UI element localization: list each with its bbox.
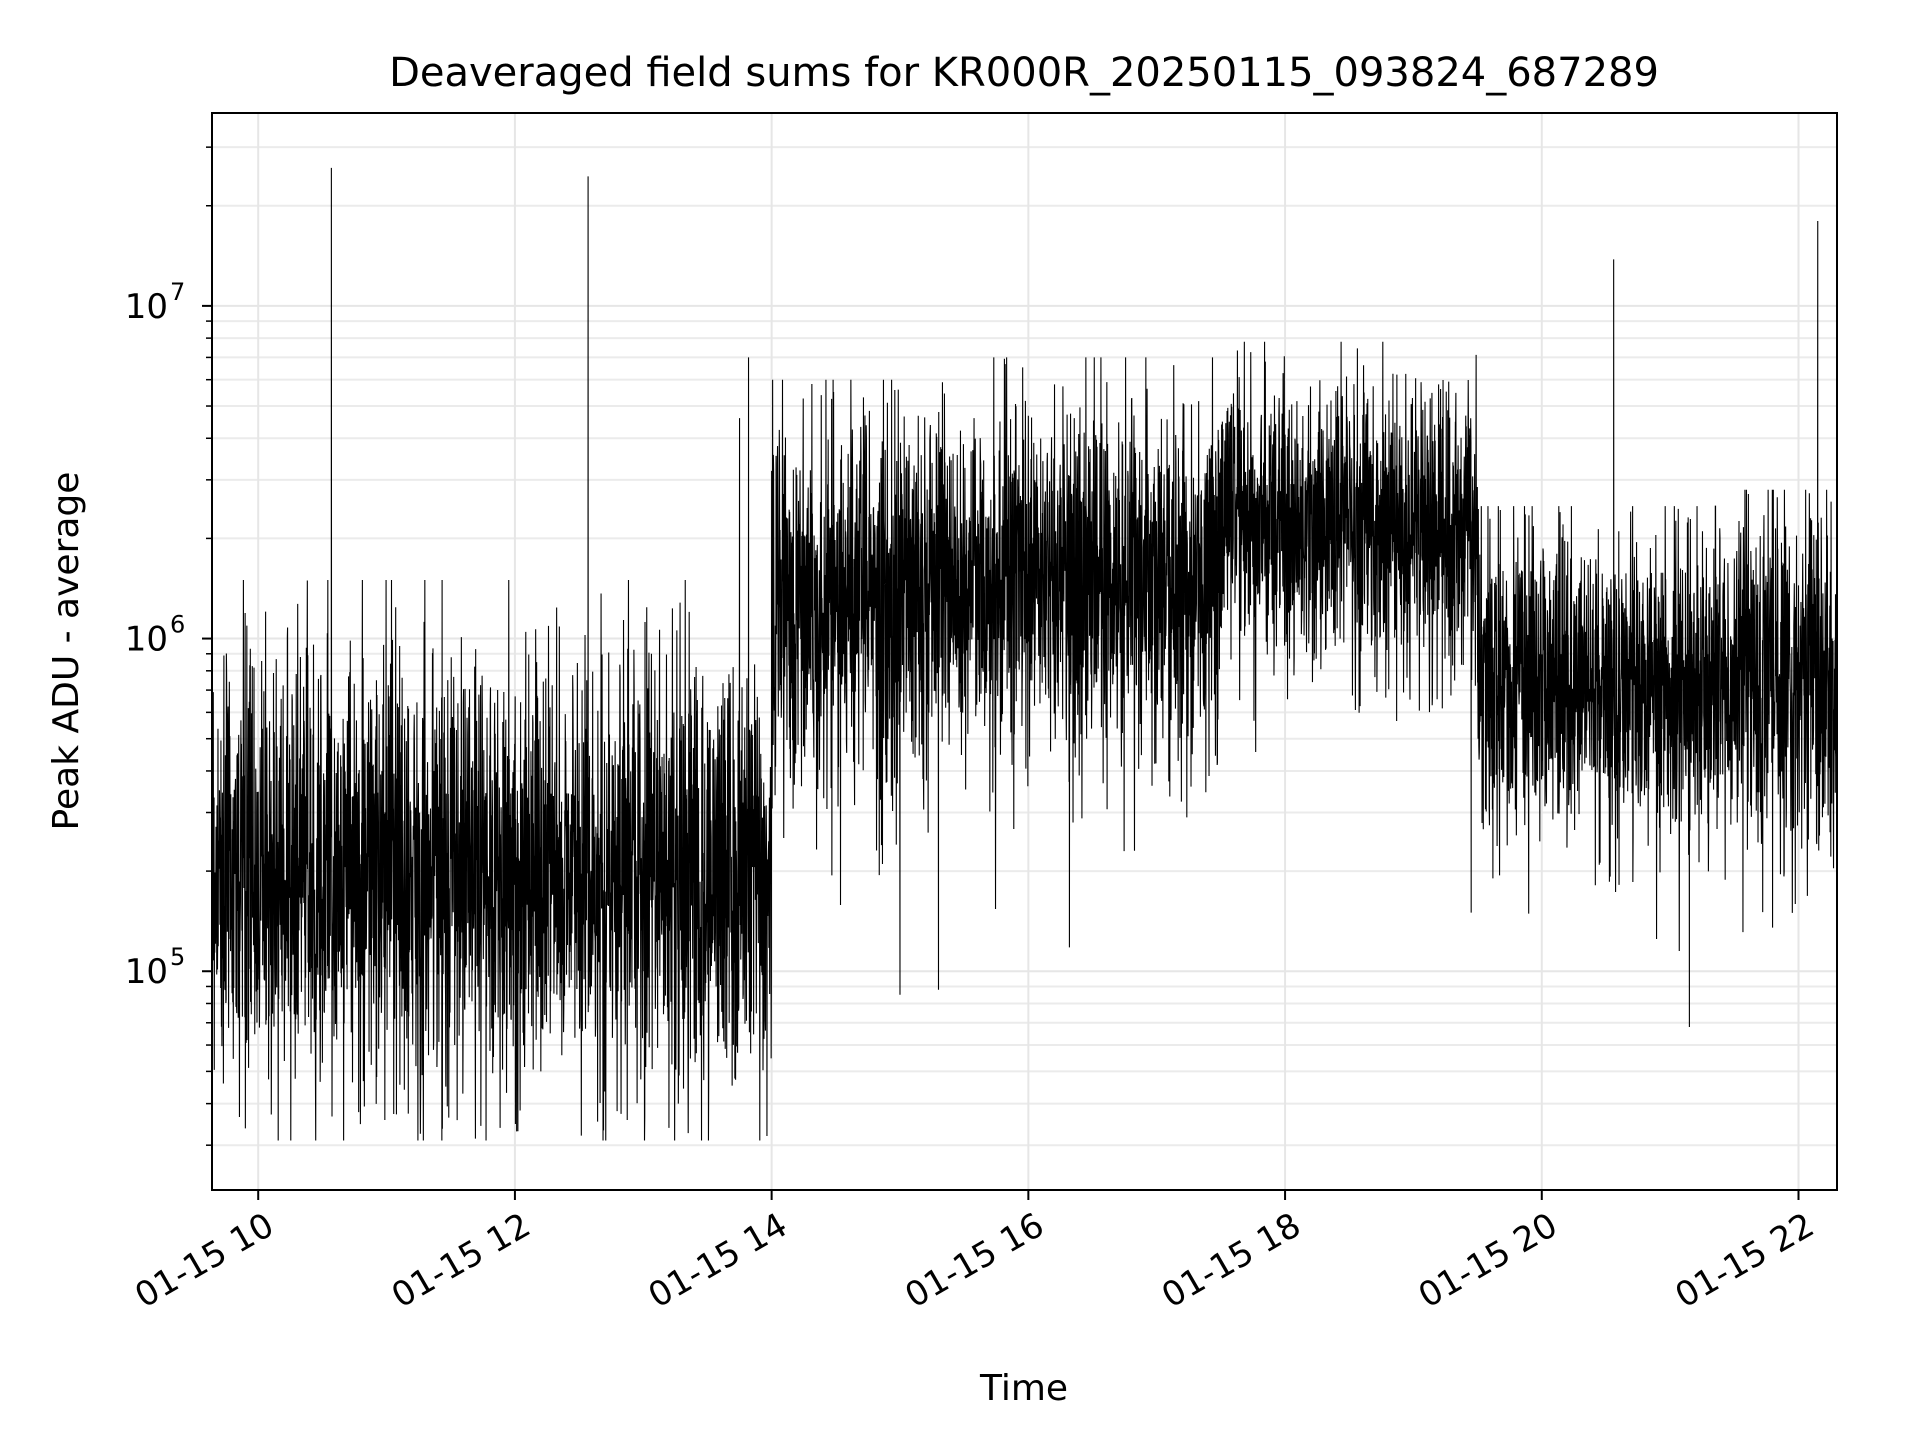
data-series — [212, 167, 1837, 1141]
minor-gridlines — [206, 146, 1837, 1147]
y-tick-exponent: 7 — [170, 278, 185, 306]
series-line — [212, 167, 1837, 1141]
plot-frame — [211, 112, 1838, 1191]
y-tick-exponent: 5 — [170, 943, 185, 971]
y-tick-label: 10 — [125, 287, 168, 327]
y-tick-exponent: 6 — [170, 611, 185, 639]
chart-title: Deaveraged field sums for KR000R_2025011… — [389, 50, 1659, 96]
y-tick-label: 10 — [125, 952, 168, 992]
x-axis-label: Time — [979, 1368, 1068, 1409]
y-tick-label: 10 — [125, 620, 168, 660]
y-axis-label: Peak ADU - average — [46, 472, 87, 831]
